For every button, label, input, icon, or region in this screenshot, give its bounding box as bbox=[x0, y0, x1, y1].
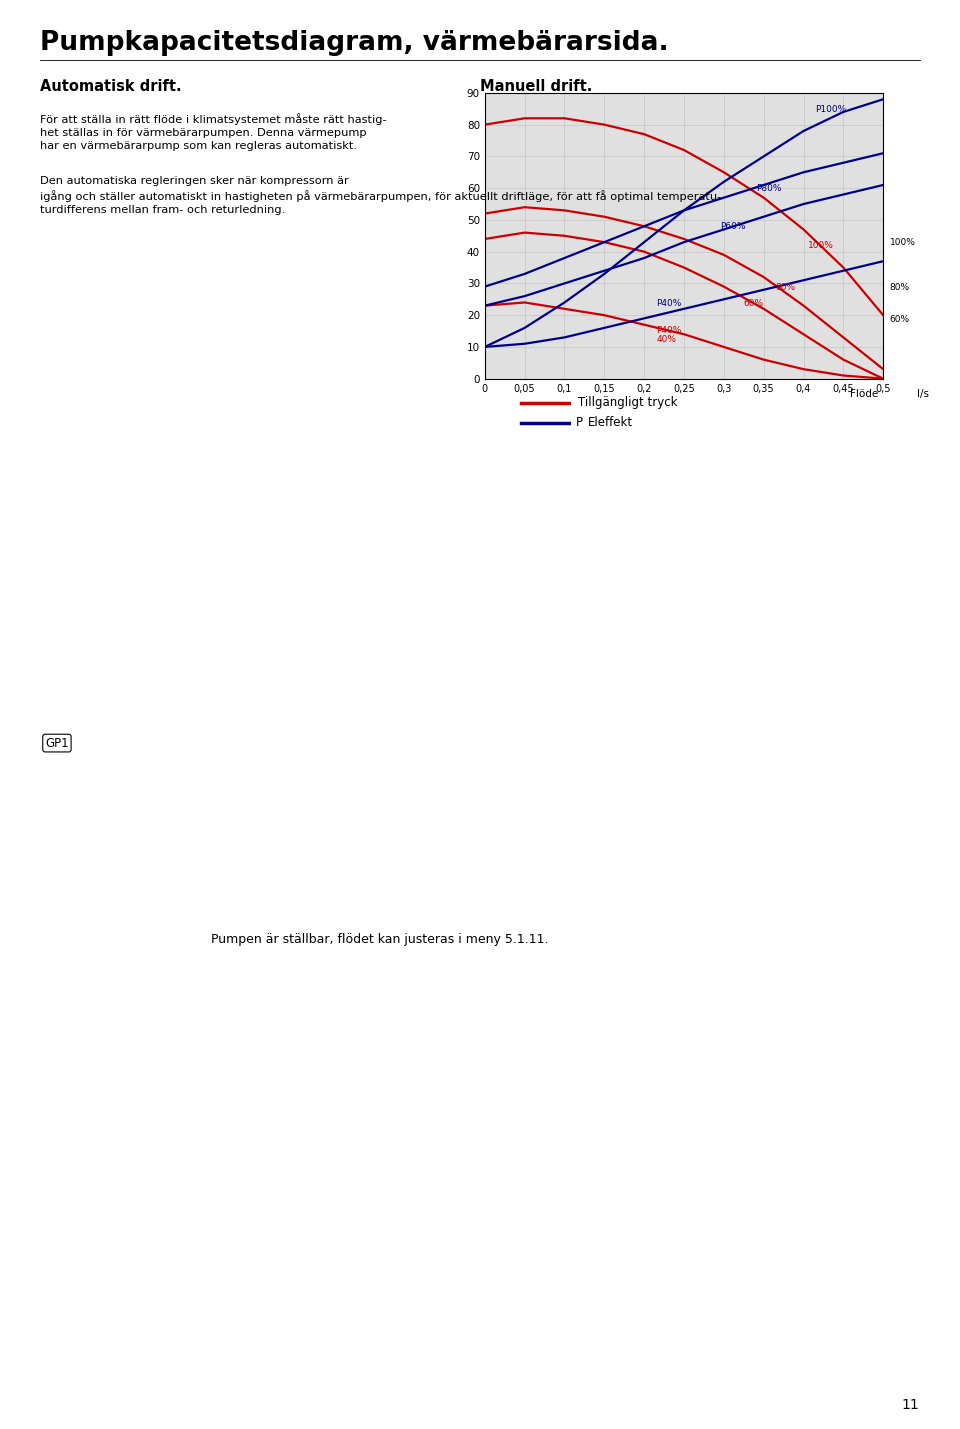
Text: P40%: P40% bbox=[656, 299, 682, 307]
Text: Pumpen är ställbar, flödet kan justeras i meny 5.1.11.: Pumpen är ställbar, flödet kan justeras … bbox=[211, 933, 549, 946]
Text: Manuell drift.: Manuell drift. bbox=[480, 79, 592, 93]
Text: P40%: P40% bbox=[656, 326, 682, 334]
Text: 11: 11 bbox=[902, 1398, 920, 1412]
Text: Automatisk drift.: Automatisk drift. bbox=[40, 79, 182, 93]
Text: Eleffekt: Eleffekt bbox=[588, 416, 633, 430]
Text: P100%: P100% bbox=[815, 104, 847, 114]
Text: P: P bbox=[576, 416, 583, 430]
Text: Flöde: Flöde bbox=[851, 389, 878, 399]
Text: 100%: 100% bbox=[807, 242, 833, 250]
Text: 80%: 80% bbox=[776, 283, 796, 292]
Text: Tillgängligt tryck: Tillgängligt tryck bbox=[578, 396, 678, 410]
Text: 100%: 100% bbox=[890, 239, 916, 247]
Text: P60%: P60% bbox=[720, 223, 745, 231]
Text: l/s: l/s bbox=[917, 389, 929, 399]
Text: GP1: GP1 bbox=[45, 736, 69, 750]
Text: P80%: P80% bbox=[756, 184, 781, 193]
Text: 60%: 60% bbox=[744, 299, 764, 307]
Text: 40%: 40% bbox=[656, 336, 676, 344]
Text: 80%: 80% bbox=[890, 283, 910, 292]
Text: 60%: 60% bbox=[890, 314, 910, 323]
Text: Den automatiska regleringen sker när kompressorn är
igång och ställer automatisk: Den automatiska regleringen sker när kom… bbox=[40, 176, 722, 214]
Text: Pumpkapacitetsdiagram, värmebärarsida.: Pumpkapacitetsdiagram, värmebärarsida. bbox=[40, 30, 669, 56]
Text: För att ställa in rätt flöde i klimatsystemet måste rätt hastig-
het ställas in : För att ställa in rätt flöde i klimatsys… bbox=[40, 113, 387, 151]
